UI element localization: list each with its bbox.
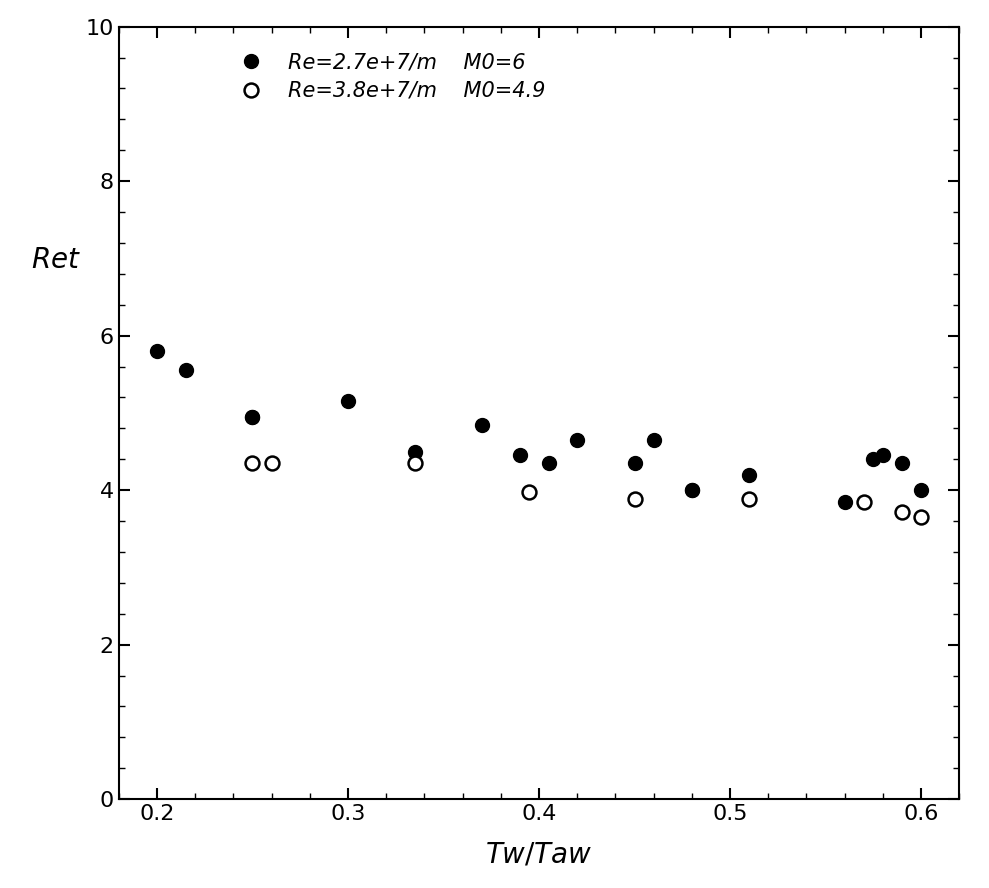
Re=2.7e+7/m    M0=6	[896, 458, 908, 469]
Line: Re=2.7e+7/m    M0=6: Re=2.7e+7/m M0=6	[150, 345, 928, 509]
Re=2.7e+7/m    M0=6	[686, 485, 698, 496]
Re=2.7e+7/m    M0=6	[915, 485, 927, 496]
Re=2.7e+7/m    M0=6	[629, 458, 641, 469]
Re=2.7e+7/m    M0=6	[744, 470, 756, 480]
Re=3.8e+7/m    M0=4.9	[857, 496, 869, 507]
Re=2.7e+7/m    M0=6	[877, 450, 889, 461]
Re=3.8e+7/m    M0=4.9	[266, 458, 278, 469]
Y-axis label: $\it{Ret}$: $\it{Ret}$	[31, 246, 81, 274]
Re=2.7e+7/m    M0=6	[648, 434, 660, 445]
Re=3.8e+7/m    M0=4.9	[629, 494, 641, 504]
Re=2.7e+7/m    M0=6	[686, 485, 698, 496]
Re=2.7e+7/m    M0=6	[514, 450, 526, 461]
Re=3.8e+7/m    M0=4.9	[523, 487, 535, 497]
Re=2.7e+7/m    M0=6	[246, 411, 258, 422]
Re=2.7e+7/m    M0=6	[572, 434, 584, 445]
Re=3.8e+7/m    M0=4.9	[408, 458, 420, 469]
Re=3.8e+7/m    M0=4.9	[744, 494, 756, 504]
Re=3.8e+7/m    M0=4.9	[915, 511, 927, 522]
Re=2.7e+7/m    M0=6	[839, 496, 851, 507]
Re=2.7e+7/m    M0=6	[180, 365, 192, 376]
Re=3.8e+7/m    M0=4.9	[246, 458, 258, 469]
Re=2.7e+7/m    M0=6	[867, 454, 879, 464]
Line: Re=3.8e+7/m    M0=4.9: Re=3.8e+7/m M0=4.9	[245, 456, 928, 524]
Re=2.7e+7/m    M0=6	[246, 411, 258, 422]
Re=2.7e+7/m    M0=6	[151, 345, 163, 356]
Re=2.7e+7/m    M0=6	[543, 458, 555, 469]
Legend: Re=2.7e+7/m    M0=6, Re=3.8e+7/m    M0=4.9: Re=2.7e+7/m M0=6, Re=3.8e+7/m M0=4.9	[230, 52, 546, 101]
Re=2.7e+7/m    M0=6	[476, 419, 488, 430]
Re=2.7e+7/m    M0=6	[408, 446, 420, 456]
Re=3.8e+7/m    M0=4.9	[896, 506, 908, 517]
Re=2.7e+7/m    M0=6	[342, 396, 354, 407]
X-axis label: $\it{Tw/Taw}$: $\it{Tw/Taw}$	[486, 841, 592, 868]
